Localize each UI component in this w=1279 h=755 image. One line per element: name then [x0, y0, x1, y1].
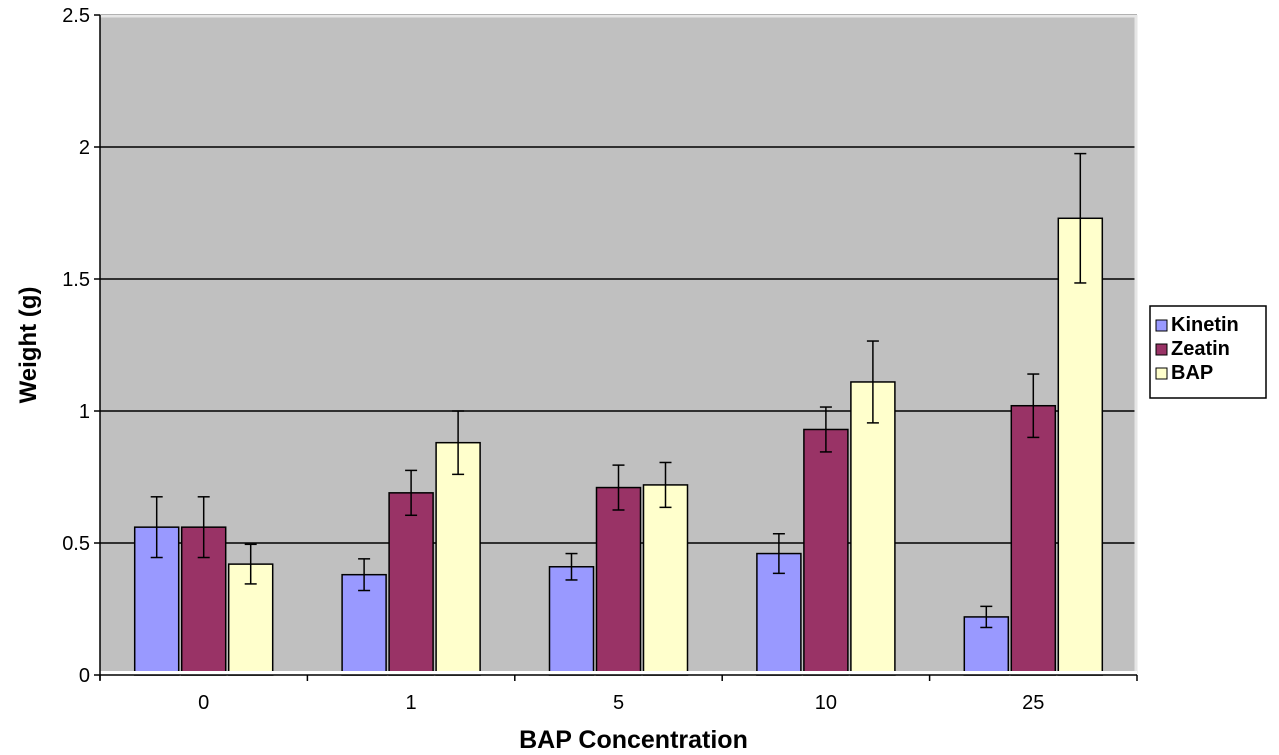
bar-zeatin-25: [1010, 404, 1057, 676]
error-bar-bap-25: [1074, 152, 1087, 284]
x-tick-label-0: 0: [198, 692, 209, 714]
bar-kinetin-5: [548, 566, 595, 676]
y-axis-title: Weight (g): [15, 287, 42, 404]
x-tick-label-25: 25: [1022, 692, 1044, 714]
error-bar-kinetin-5: [565, 552, 578, 581]
x-tick-labels: 0 1 5 10 25: [198, 692, 1044, 714]
axes: [94, 14, 1138, 681]
legend-box: [1149, 305, 1267, 399]
error-bar-kinetin-25: [980, 605, 993, 629]
bar-zeatin-10: [803, 428, 849, 676]
legend-item-kinetin: Kinetin: [1155, 314, 1239, 336]
error-bar-zeatin-0: [197, 496, 210, 559]
error-bar-kinetin-0: [150, 496, 163, 559]
y-tick-labels: 0 0.5 1 1.5 2 2.5: [62, 5, 90, 687]
y-tick-label: 1: [79, 401, 90, 423]
bar-bap-25: [1057, 217, 1104, 676]
legend-label: BAP: [1171, 362, 1213, 384]
bar-bap-10: [850, 381, 896, 676]
legend-label: Kinetin: [1171, 314, 1239, 336]
gridlines: [100, 14, 1137, 544]
error-bar-zeatin-1: [405, 469, 418, 517]
y-tick-label: 0.5: [62, 533, 90, 555]
bar-zeatin-1: [388, 492, 434, 676]
y-tick-label: 2: [79, 137, 90, 159]
bar-zeatin-5: [595, 486, 642, 676]
x-axis-title: BAP Concentration: [519, 726, 748, 754]
error-bar-kinetin-1: [358, 558, 371, 592]
legend-swatch: [1155, 343, 1168, 356]
legend-swatch: [1155, 319, 1168, 332]
bar-bap-1: [435, 441, 481, 676]
error-bar-bap-0: [244, 543, 257, 585]
error-bar-kinetin-10: [772, 533, 785, 575]
x-tick-label-10: 10: [815, 692, 837, 714]
error-bar-zeatin-5: [612, 464, 625, 511]
error-bar-bap-5: [659, 461, 672, 509]
y-tick-label: 1.5: [62, 269, 90, 291]
legend-item-zeatin: Zeatin: [1155, 338, 1230, 360]
error-bar-zeatin-10: [819, 406, 832, 453]
error-bar-bap-10: [866, 340, 879, 424]
bar-bap-5: [642, 484, 689, 676]
x-tick-label-5: 5: [613, 692, 624, 714]
error-bar-zeatin-25: [1027, 373, 1040, 439]
x-tick-label-1: 1: [406, 692, 417, 714]
legend-item-bap: BAP: [1155, 362, 1213, 384]
legend-label: Zeatin: [1171, 338, 1230, 360]
error-bar-bap-1: [452, 410, 465, 476]
y-tick-label: 0: [79, 665, 90, 687]
error-bars: [150, 152, 1087, 629]
y-tick-label: 2.5: [62, 5, 90, 27]
legend-swatch: [1155, 367, 1168, 380]
